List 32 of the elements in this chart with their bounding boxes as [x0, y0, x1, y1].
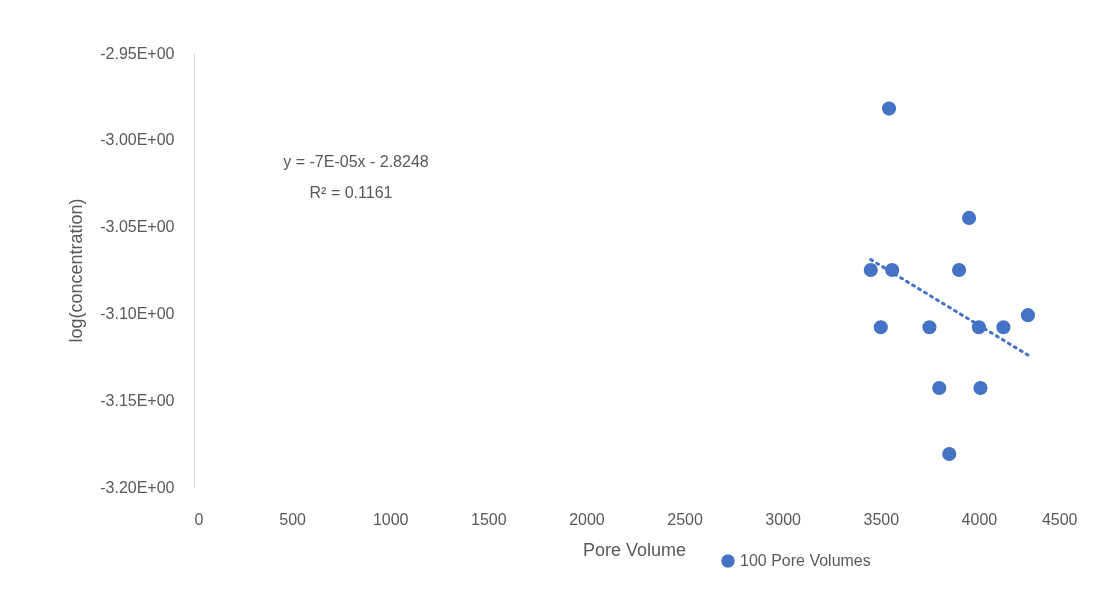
- y-tick-label: -3.15E+00: [100, 391, 175, 409]
- x-tick-label: 2000: [569, 510, 605, 528]
- point: [942, 446, 957, 462]
- point: [863, 262, 878, 278]
- point: [932, 380, 947, 396]
- point: [881, 101, 897, 116]
- point: [873, 320, 888, 335]
- x-tick-label: 4500: [1041, 510, 1078, 528]
- point: [1020, 308, 1036, 323]
- point: [952, 262, 967, 278]
- x-tick-label: 3000: [765, 510, 802, 528]
- x-tick-label: 3500: [863, 510, 900, 528]
- y-axis-title: log(concentration): [66, 198, 87, 343]
- y-tick-label: -2.95E+00: [100, 44, 175, 62]
- x-tick-label: 2500: [667, 510, 703, 528]
- x-tick-label: 0: [194, 510, 204, 528]
- point: [973, 380, 988, 396]
- y-tick-label: -3.05E+00: [100, 218, 175, 236]
- point: [996, 320, 1011, 335]
- annotation: y = -7E-05x - 2.8248: [283, 153, 429, 170]
- x-tick-label: 1500: [471, 510, 507, 528]
- x-tick-label: 500: [279, 510, 307, 528]
- legend-label: 100 Pore Volumes: [740, 552, 871, 569]
- x-tick-label: 1000: [372, 510, 409, 528]
- annotation: R² = 0.1161: [309, 184, 393, 201]
- y-tick-label: -3.00E+00: [100, 131, 175, 149]
- point: [962, 210, 977, 225]
- y-tick-label: -3.20E+00: [100, 478, 175, 496]
- y-tick-label: -3.10E+00: [100, 304, 175, 322]
- x-axis-title: Pore Volume: [582, 539, 687, 560]
- point: [922, 320, 937, 335]
- x-tick-label: 4000: [961, 510, 998, 528]
